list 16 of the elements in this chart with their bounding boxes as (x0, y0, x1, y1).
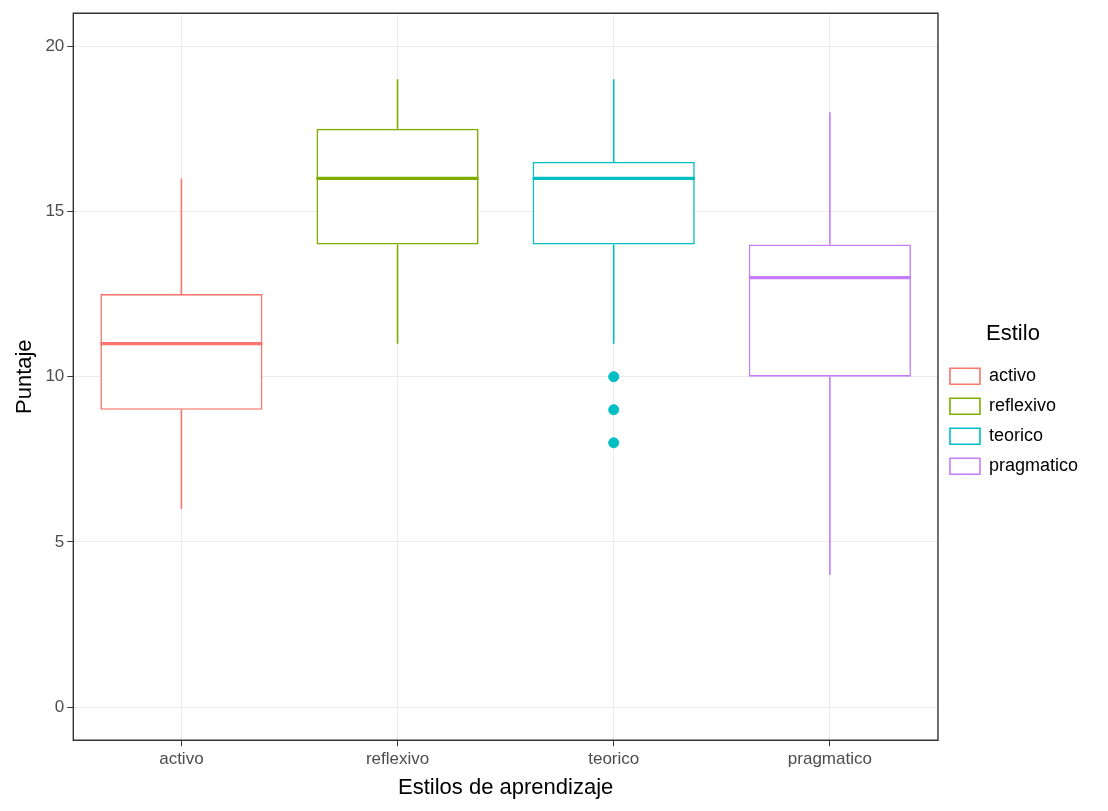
legend-title: Estilo (986, 319, 1040, 345)
legend-label: activo (988, 365, 1036, 386)
y-tick-label: 5 (54, 531, 65, 551)
x-tick-label: reflexivo (365, 749, 430, 769)
x-axis-title: Estilos de aprendizaje (398, 773, 614, 799)
legend-label: pragmatico (988, 455, 1078, 476)
y-tick-label: 20 (45, 35, 65, 55)
y-tick-label: 15 (45, 201, 65, 221)
legend-label: reflexivo (988, 395, 1056, 416)
y-tick-label: 0 (54, 696, 65, 716)
legend-label: teorico (988, 425, 1043, 446)
x-tick-label: teorico (588, 749, 640, 769)
x-tick-label: activo (159, 749, 204, 769)
x-tick-label: pragmatico (787, 749, 872, 769)
y-axis-title: Puntaje (11, 339, 37, 415)
y-tick-label: 10 (45, 366, 65, 386)
